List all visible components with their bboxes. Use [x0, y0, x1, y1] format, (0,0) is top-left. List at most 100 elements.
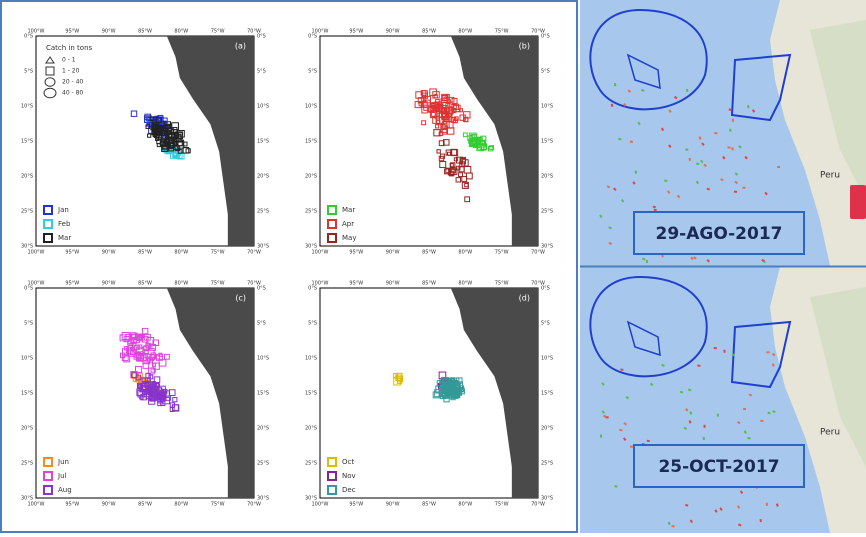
lat-tick-label: 30°S — [305, 244, 317, 250]
lon-tick-label: 75°W — [211, 29, 225, 35]
lon-tick-label: 80°W — [458, 502, 472, 508]
lon-tick-label: 85°W — [422, 29, 436, 35]
place-label: Peru — [820, 428, 840, 438]
lon-tick-label: 100°W — [28, 502, 45, 508]
lat-tick-label: 25°S — [257, 209, 269, 215]
size-legend-label: 20 - 40 — [62, 79, 83, 86]
lon-tick-label: 75°W — [211, 250, 225, 256]
lat-tick-label: 30°S — [257, 244, 269, 250]
lat-tick-label: 10°S — [541, 104, 553, 110]
lon-tick-label: 90°W — [102, 29, 116, 35]
lat-tick-label: 20°S — [305, 426, 317, 432]
lat-tick-label: 25°S — [541, 209, 553, 215]
panel-label: (c) — [235, 294, 246, 303]
lon-tick-label: 80°W — [174, 281, 188, 287]
lon-tick-label: 85°W — [138, 250, 152, 256]
lat-tick-label: 15°S — [541, 139, 553, 145]
lon-tick-label: 80°W — [458, 250, 472, 256]
lon-tick-label: 95°W — [65, 502, 79, 508]
date-label: 25-OCT-2017 — [658, 457, 779, 477]
vessel — [743, 408, 746, 410]
lon-tick-label: 95°W — [65, 281, 79, 287]
lon-tick-label: 90°W — [102, 250, 116, 256]
lat-tick-label: 15°S — [257, 391, 269, 397]
lon-tick-label: 80°W — [174, 502, 188, 508]
legend-label: Jul — [57, 472, 67, 480]
vessel — [703, 425, 705, 428]
lon-tick-label: 85°W — [422, 281, 436, 287]
lon-tick-label: 70°W — [247, 250, 261, 256]
lon-tick-label: 90°W — [386, 250, 400, 256]
panel-label: (a) — [235, 42, 246, 51]
lat-tick-label: 20°S — [541, 426, 553, 432]
lat-tick-label: 20°S — [541, 174, 553, 180]
size-legend-label: 1 - 20 — [62, 68, 80, 75]
lat-tick-label: 20°S — [21, 426, 33, 432]
vessel — [696, 163, 699, 165]
lat-tick-label: 30°S — [257, 496, 269, 502]
lat-tick-label: 0°S — [308, 286, 317, 292]
lon-tick-label: 85°W — [138, 29, 152, 35]
lat-tick-label: 10°S — [21, 356, 33, 362]
legend-label: May — [342, 234, 356, 242]
lon-tick-label: 70°W — [531, 250, 545, 256]
lon-tick-label: 75°W — [211, 502, 225, 508]
vessel — [742, 187, 745, 189]
lat-tick-label: 15°S — [21, 139, 33, 145]
lat-tick-label: 15°S — [541, 391, 553, 397]
lon-tick-label: 95°W — [65, 29, 79, 35]
page: Peru29-AGO-2017 Peru 25-OCT-2017 100°W 100°… — [0, 0, 866, 533]
vessel — [760, 519, 762, 522]
vessel — [717, 414, 719, 417]
lat-tick-label: 5°S — [308, 69, 317, 75]
side-tab — [850, 185, 866, 219]
vessel — [714, 347, 717, 349]
lat-tick-label: 30°S — [541, 496, 553, 502]
figure: Peru29-AGO-2017 Peru 25-OCT-2017 100°W 100°… — [0, 0, 866, 533]
lat-tick-label: 5°S — [308, 321, 317, 327]
date-label: 29-AGO-2017 — [656, 224, 783, 244]
lon-tick-label: 85°W — [138, 281, 152, 287]
vessel — [747, 437, 750, 439]
lon-tick-label: 80°W — [174, 29, 188, 35]
vessel — [714, 132, 717, 134]
lat-tick-label: 30°S — [541, 244, 553, 250]
vessel — [732, 119, 734, 122]
vessel — [600, 435, 602, 438]
size-legend-title: Catch in tons — [46, 44, 93, 52]
lat-tick-label: 5°S — [541, 69, 550, 75]
vessel — [664, 180, 667, 182]
lat-tick-label: 25°S — [541, 461, 553, 467]
lon-tick-label: 70°W — [531, 502, 545, 508]
lon-tick-label: 80°W — [174, 250, 188, 256]
lat-tick-label: 0°S — [541, 34, 550, 40]
legend-label: Apr — [342, 220, 354, 228]
lat-tick-label: 30°S — [21, 496, 33, 502]
vessel — [723, 350, 725, 353]
lon-tick-label: 100°W — [28, 250, 45, 256]
lat-tick-label: 20°S — [21, 174, 33, 180]
lat-tick-label: 25°S — [21, 209, 33, 215]
lon-tick-label: 75°W — [495, 281, 509, 287]
lat-tick-label: 10°S — [21, 104, 33, 110]
lat-tick-label: 5°S — [541, 321, 550, 327]
vessel — [766, 351, 769, 353]
lat-tick-label: 10°S — [257, 356, 269, 362]
lon-tick-label: 95°W — [349, 250, 363, 256]
lat-tick-label: 10°S — [257, 104, 269, 110]
lat-tick-label: 30°S — [305, 496, 317, 502]
lon-tick-label: 75°W — [211, 281, 225, 287]
vessel — [727, 146, 730, 148]
lon-tick-label: 85°W — [422, 250, 436, 256]
panel: 100°W100°W95°W95°W90°W90°W85°W85°W80°W80… — [305, 281, 553, 508]
lat-tick-label: 10°S — [541, 356, 553, 362]
vessel — [777, 166, 780, 168]
vessel — [614, 83, 616, 86]
lon-tick-label: 80°W — [458, 281, 472, 287]
lat-tick-label: 5°S — [257, 69, 266, 75]
lat-tick-label: 30°S — [21, 244, 33, 250]
legend-label: Jun — [57, 458, 69, 466]
size-legend-label: 40 - 80 — [62, 90, 83, 97]
lon-tick-label: 90°W — [386, 281, 400, 287]
